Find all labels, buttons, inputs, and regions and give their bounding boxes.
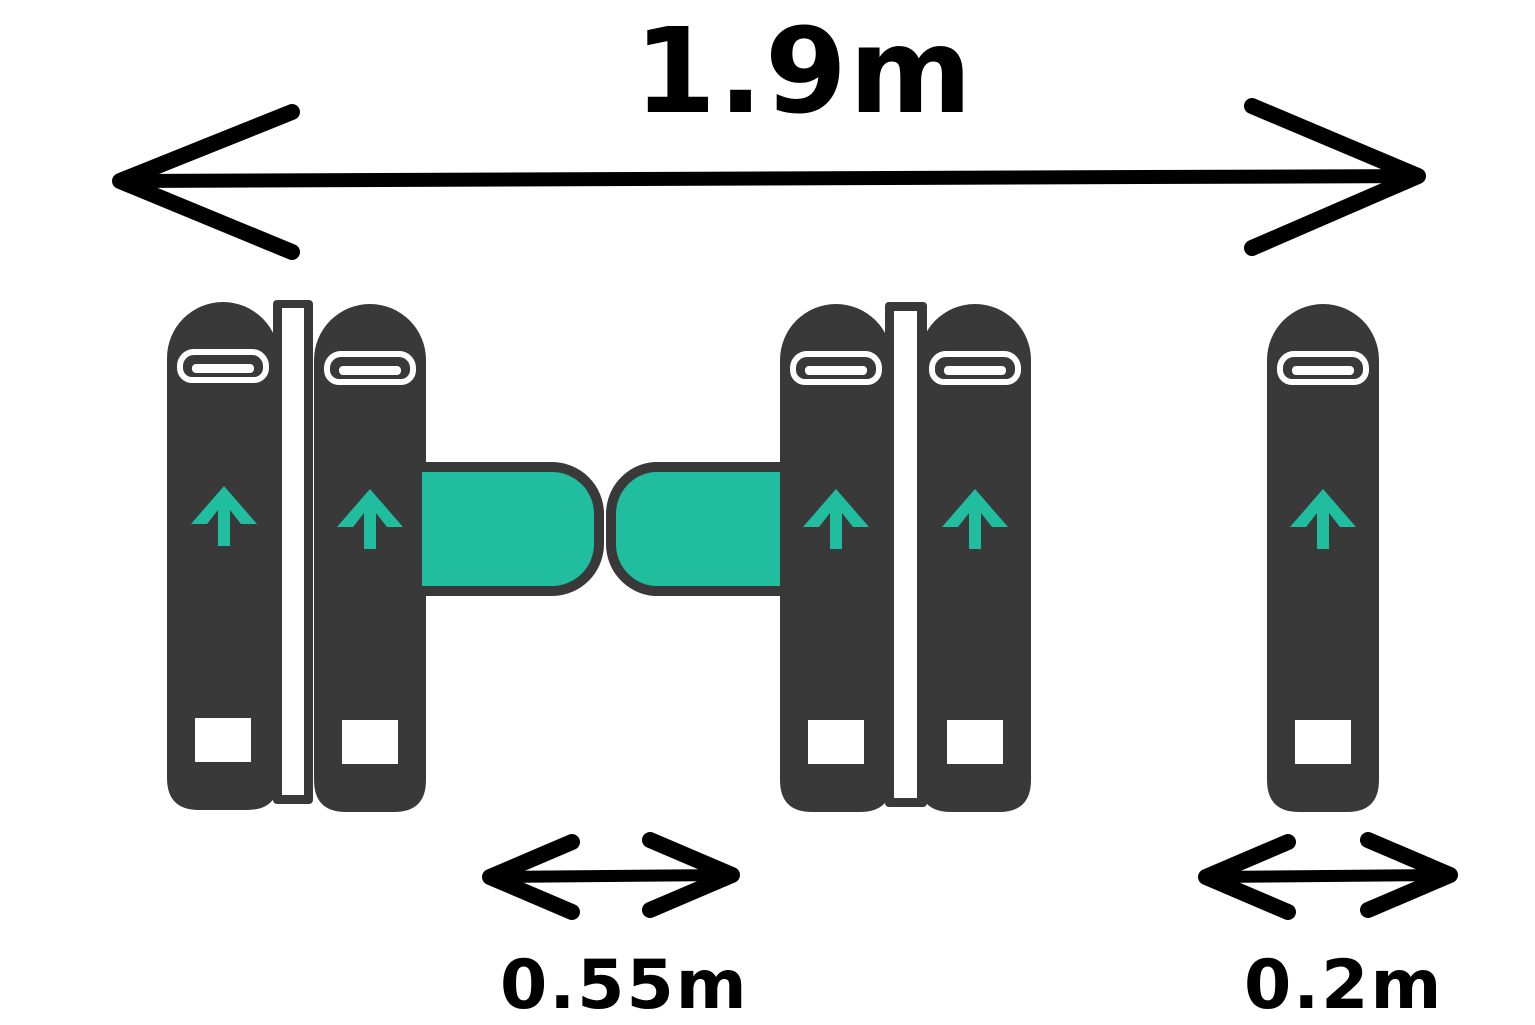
right-turnstile-unit — [1267, 304, 1379, 812]
post-width-label: 0.2m — [1244, 946, 1444, 1025]
post-width-dimension-arrow — [1198, 832, 1458, 920]
middle-turnstile-unit — [780, 302, 1031, 812]
cabinet-middle-1 — [780, 304, 892, 812]
cabinet-left-2 — [314, 304, 426, 812]
passage-width-dimension-arrow — [482, 832, 740, 920]
left-turnstile-unit — [167, 300, 426, 812]
left-wing-barrier — [418, 462, 604, 596]
passage-width-label: 0.55m — [500, 946, 749, 1025]
cabinet-left-1 — [167, 302, 279, 810]
right-wing-barrier — [605, 462, 788, 596]
total-width-dimension-arrow — [112, 98, 1426, 260]
total-width-label: 1.9m — [634, 2, 974, 140]
cabinet-right — [1267, 304, 1379, 812]
cabinet-middle-2 — [919, 304, 1031, 812]
